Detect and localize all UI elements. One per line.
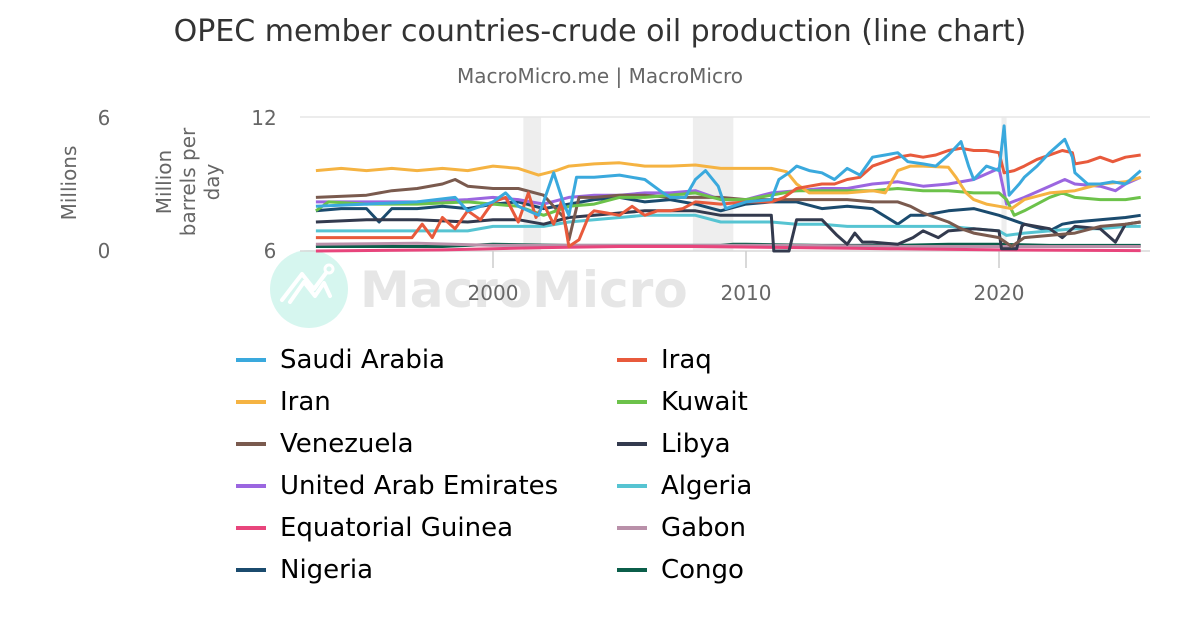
- svg-text:barrels per: barrels per: [176, 127, 200, 236]
- legend-item-iran[interactable]: Iran: [236, 382, 331, 422]
- left-inner-tick-top: 12: [251, 106, 276, 130]
- legend-item-kuwait[interactable]: Kuwait: [617, 382, 748, 422]
- legend-label: Congo: [661, 555, 744, 585]
- legend-swatch-icon: [617, 526, 647, 530]
- legend-item-algeria[interactable]: Algeria: [617, 466, 752, 506]
- recession-band: [1001, 117, 1007, 251]
- x-tick-label: 2010: [721, 281, 772, 305]
- legend-item-gabon[interactable]: Gabon: [617, 508, 746, 548]
- left-inner-tick-bottom: 6: [264, 239, 277, 263]
- legend-label: Venezuela: [280, 429, 414, 459]
- legend-item-nigeria[interactable]: Nigeria: [236, 550, 373, 590]
- legend-swatch-icon: [236, 568, 266, 572]
- left-inner-axis-label: Million barrels per day: [152, 127, 224, 236]
- left-outer-axis-label: Millions: [57, 146, 81, 221]
- legend-item-united-arab-emirates[interactable]: United Arab Emirates: [236, 466, 558, 506]
- chart-subtitle: MacroMicro.me | MacroMicro: [457, 64, 743, 88]
- series-line-equatorial-guinea: [315, 245, 1141, 253]
- legend-label: Nigeria: [280, 555, 374, 585]
- legend-item-equatorial-guinea[interactable]: Equatorial Guinea: [236, 508, 513, 548]
- recession-band: [523, 117, 542, 251]
- legend-swatch-icon: [617, 568, 647, 572]
- legend-swatch-icon: [617, 400, 647, 404]
- legend-label: Gabon: [661, 513, 746, 543]
- series-line-libya: [315, 209, 1141, 253]
- legend-label: Equatorial Guinea: [280, 513, 514, 543]
- x-tick-label: 2000: [468, 281, 519, 305]
- legend-item-congo[interactable]: Congo: [617, 550, 744, 590]
- legend-swatch-icon: [236, 358, 266, 362]
- legend-item-saudi-arabia[interactable]: Saudi Arabia: [236, 340, 445, 380]
- legend-label: Libya: [661, 429, 731, 459]
- legend-swatch-icon: [236, 442, 266, 446]
- x-axis-ticks: 2000 2010 2020: [468, 251, 1025, 305]
- legend-label: Algeria: [661, 471, 753, 501]
- legend-swatch-icon: [236, 484, 266, 488]
- svg-text:day: day: [200, 163, 224, 200]
- left-outer-tick-top: 6: [98, 106, 111, 130]
- series-lines: [315, 124, 1142, 253]
- legend-swatch-icon: [617, 442, 647, 446]
- recession-band: [692, 117, 734, 251]
- legend-label: Kuwait: [661, 387, 748, 417]
- legend-item-iraq[interactable]: Iraq: [617, 340, 712, 380]
- legend-label: Saudi Arabia: [280, 345, 445, 375]
- legend-swatch-icon: [617, 484, 647, 488]
- legend-label: United Arab Emirates: [280, 471, 559, 501]
- legend-item-venezuela[interactable]: Venezuela: [236, 424, 414, 464]
- legend-swatch-icon: [236, 526, 266, 530]
- svg-text:Million: Million: [152, 150, 176, 214]
- legend-swatch-icon: [617, 358, 647, 362]
- chart-title: OPEC member countries-crude oil producti…: [173, 14, 1027, 49]
- legend-item-libya[interactable]: Libya: [617, 424, 731, 464]
- left-outer-tick-bottom: 0: [98, 239, 111, 263]
- watermark: MacroMicro: [270, 250, 688, 328]
- series-line-saudi-arabia: [315, 124, 1142, 217]
- x-tick-label: 2020: [974, 281, 1025, 305]
- legend-swatch-icon: [236, 400, 266, 404]
- watermark-text: MacroMicro: [360, 261, 688, 319]
- legend-label: Iraq: [661, 345, 712, 375]
- legend-label: Iran: [280, 387, 331, 417]
- series-line-iran: [315, 161, 1142, 211]
